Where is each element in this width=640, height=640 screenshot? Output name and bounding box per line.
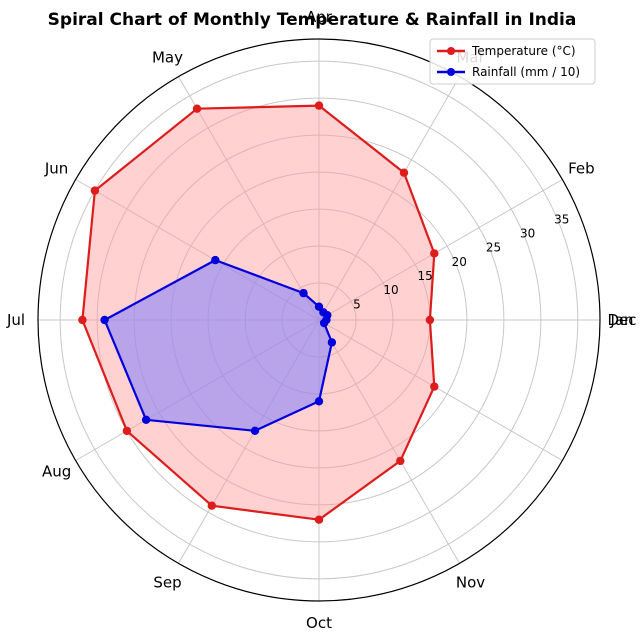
month-label-nov: Nov: [456, 573, 485, 591]
data-point-temperature-jun: [90, 186, 100, 195]
month-label-aug: Aug: [42, 463, 71, 481]
month-label-jul: Jul: [6, 311, 25, 329]
grid-spoke: [318, 76, 460, 321]
grid-spoke: [178, 76, 320, 321]
grid-spoke: [318, 319, 460, 564]
radial-tick-label: 5: [353, 297, 361, 311]
series-area-rainfall: [104, 260, 332, 431]
data-point-rainfall-dec: [319, 318, 329, 328]
data-point-temperature-aug: [122, 426, 132, 436]
data-point-rainfall-nov: [327, 338, 337, 347]
month-label-feb: Feb: [568, 160, 595, 178]
data-point-temperature-apr: [314, 101, 324, 110]
data-point-temperature-may: [192, 104, 202, 113]
data-point-rainfall-jul: [100, 315, 109, 325]
data-point-rainfall-jun: [211, 255, 220, 265]
data-point-rainfall-may: [299, 288, 308, 298]
grid-spoke: [318, 179, 563, 321]
data-point-temperature-jan: [425, 315, 435, 325]
month-label-jun: Jun: [44, 160, 68, 178]
series-layer: [78, 101, 439, 524]
legend: Temperature (°C) Rainfall (mm / 10): [429, 38, 596, 85]
data-point-temperature-nov: [396, 456, 405, 466]
month-label-jan: Jan: [609, 311, 633, 329]
data-point-temperature-feb: [430, 249, 439, 258]
radial-tick-label: 25: [486, 241, 501, 255]
polar-frame: [37, 38, 601, 602]
data-point-rainfall-apr: [314, 302, 324, 311]
legend-label-rainfall: Rainfall (mm / 10): [472, 65, 580, 79]
legend-marker-rainfall: [447, 68, 455, 76]
radial-tick-label: 10: [383, 283, 398, 297]
data-point-temperature-oct: [314, 515, 324, 524]
grid-spoke: [318, 319, 563, 461]
data-point-rainfall-sep: [250, 426, 260, 435]
month-label-sep: Sep: [153, 573, 181, 591]
radial-tick-label: 35: [554, 212, 569, 226]
data-point-rainfall-aug: [141, 415, 151, 424]
data-point-temperature-sep: [207, 501, 216, 510]
legend-marker-temperature: [447, 47, 455, 55]
month-label-oct: Oct: [306, 614, 332, 632]
legend-label-temperature: Temperature (°C): [471, 44, 576, 58]
radial-tick-label: 15: [418, 269, 433, 283]
month-label-apr: Apr: [306, 8, 333, 26]
legend-box: [429, 38, 596, 85]
month-label-may: May: [152, 49, 183, 67]
radial-tick-label: 20: [452, 255, 467, 269]
data-point-temperature-jul: [78, 315, 87, 325]
radial-tick-label: 30: [520, 227, 535, 241]
data-point-temperature-dec: [430, 382, 439, 391]
data-point-rainfall-oct: [314, 397, 324, 406]
data-point-temperature-mar: [399, 168, 409, 177]
chart-title: Spiral Chart of Monthly Temperature & Ra…: [48, 10, 577, 30]
month-label-dec: Dec: [607, 311, 636, 329]
